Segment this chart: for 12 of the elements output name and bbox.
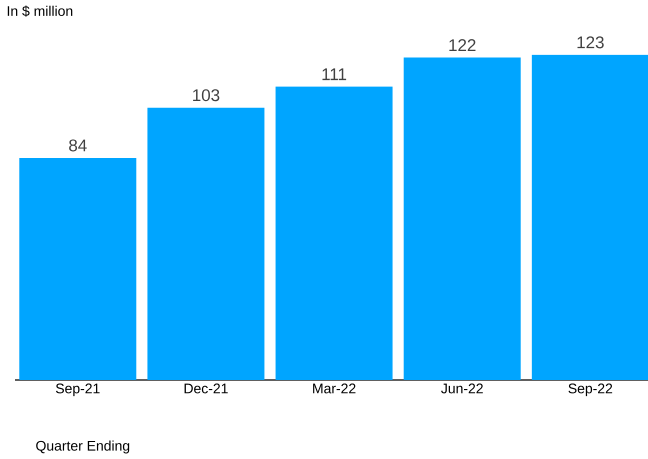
x-tick-label: Jun-22	[441, 384, 483, 394]
y-axis-title: In $ million	[8, 6, 72, 17]
x-tick-label: Mar-22	[313, 384, 356, 394]
data-label: 84	[69, 139, 87, 152]
x-tick-label: Sep-21	[56, 384, 100, 396]
data-label: 103	[193, 89, 220, 102]
x-tick-label: Sep-22	[568, 384, 612, 396]
x-axis-title: Quarter Ending	[36, 440, 130, 454]
data-label: 122	[449, 39, 476, 51]
data-label: 123	[578, 36, 604, 48]
data-label: 111	[322, 68, 346, 80]
x-tick-label: Dec-21	[184, 384, 228, 394]
